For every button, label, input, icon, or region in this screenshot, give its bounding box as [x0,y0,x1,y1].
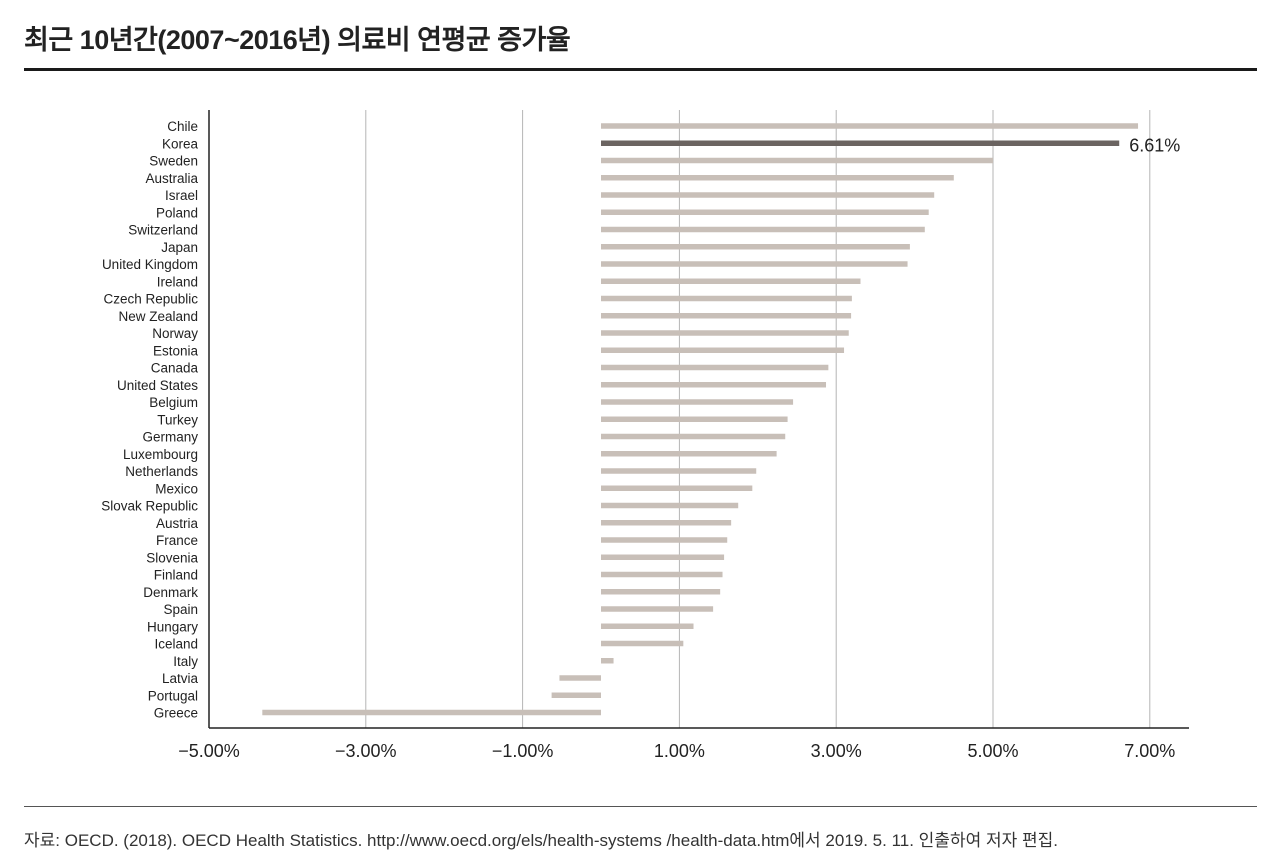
bar [601,399,794,405]
category-label: Luxembourg [123,447,198,462]
category-label: Slovenia [146,550,198,565]
category-label: Turkey [157,412,198,427]
category-label: Denmark [143,585,198,600]
tick-label: 1.00% [654,741,705,761]
bar [601,140,1120,146]
bar [601,157,993,164]
category-label: Israel [165,188,198,203]
bar [601,468,757,474]
tick-label: −1.00% [492,741,554,761]
bar [601,226,925,233]
bar [601,640,684,647]
bar [601,451,777,457]
bar [601,433,786,440]
bar [601,589,721,595]
bar [601,537,728,543]
category-label: France [156,533,198,548]
category-label: Latvia [162,671,199,686]
bar [601,123,1139,129]
category-label: Japan [161,240,198,255]
category-label: Finland [154,568,198,583]
bar [601,554,725,560]
bar [262,709,601,716]
bar [601,623,694,629]
category-label: Australia [145,171,198,186]
bar-chart: Chile Korea Sweden Australia Israel Poland Swi… [101,110,1189,761]
bar [551,692,601,698]
tick-label: −5.00% [178,741,240,761]
bar [559,675,601,681]
bar [601,382,827,388]
category-label: New Zealand [118,309,198,324]
bar [601,313,852,319]
bar [601,278,861,284]
category-label: Hungary [147,619,198,634]
category-label: Greece [154,706,198,721]
category-label: Korea [162,136,199,151]
bar [601,192,935,198]
category-label: United Kingdom [102,257,198,272]
category-label: United States [117,378,198,393]
category-label: Chile [167,119,198,134]
category-label: Mexico [155,481,198,496]
category-label: Iceland [154,637,198,652]
bars [262,123,1139,716]
category-label: Norway [152,326,198,341]
bar [601,209,929,215]
category-label: Canada [151,361,199,376]
category-label: Ireland [157,274,198,289]
category-label: Switzerland [128,223,198,238]
category-label: Poland [156,205,198,220]
axes [208,110,1189,729]
tick-label: 5.00% [967,741,1018,761]
tick-label: 7.00% [1124,741,1175,761]
bar [601,347,845,353]
bar [601,485,753,491]
bar [601,330,849,336]
bar [601,502,739,509]
data-label: 6.61% [1129,135,1180,155]
category-label: Netherlands [125,464,198,479]
category-label: Italy [173,654,198,669]
bar [601,571,723,578]
category-label: Czech Republic [103,292,198,307]
category-label: Portugal [148,688,198,703]
footer-divider [24,806,1257,807]
category-label: Sweden [149,154,198,169]
bar [601,295,852,302]
page-title: 최근 10년간(2007~2016년) 의료비 연평균 증가율 [24,25,571,55]
bar [601,606,714,612]
bar [601,658,614,664]
category-label: Slovak Republic [101,499,198,514]
category-label: Germany [142,430,198,445]
category-label: Spain [163,602,198,617]
bar [601,175,954,181]
tick-label: 3.00% [811,741,862,761]
category-label: Estonia [153,343,199,358]
source-note: 자료: OECD. (2018). OECD Health Statistics… [24,831,1058,850]
category-label: Belgium [149,395,198,410]
bar [601,244,910,250]
bar [601,364,829,371]
labels: Chile Korea Sweden Australia Israel Poland Swi… [101,119,1180,761]
bar [601,261,908,267]
category-label: Austria [156,516,199,531]
bar [601,416,788,422]
tick-label: −3.00% [335,741,397,761]
bar [601,520,732,526]
title-divider [24,68,1257,71]
